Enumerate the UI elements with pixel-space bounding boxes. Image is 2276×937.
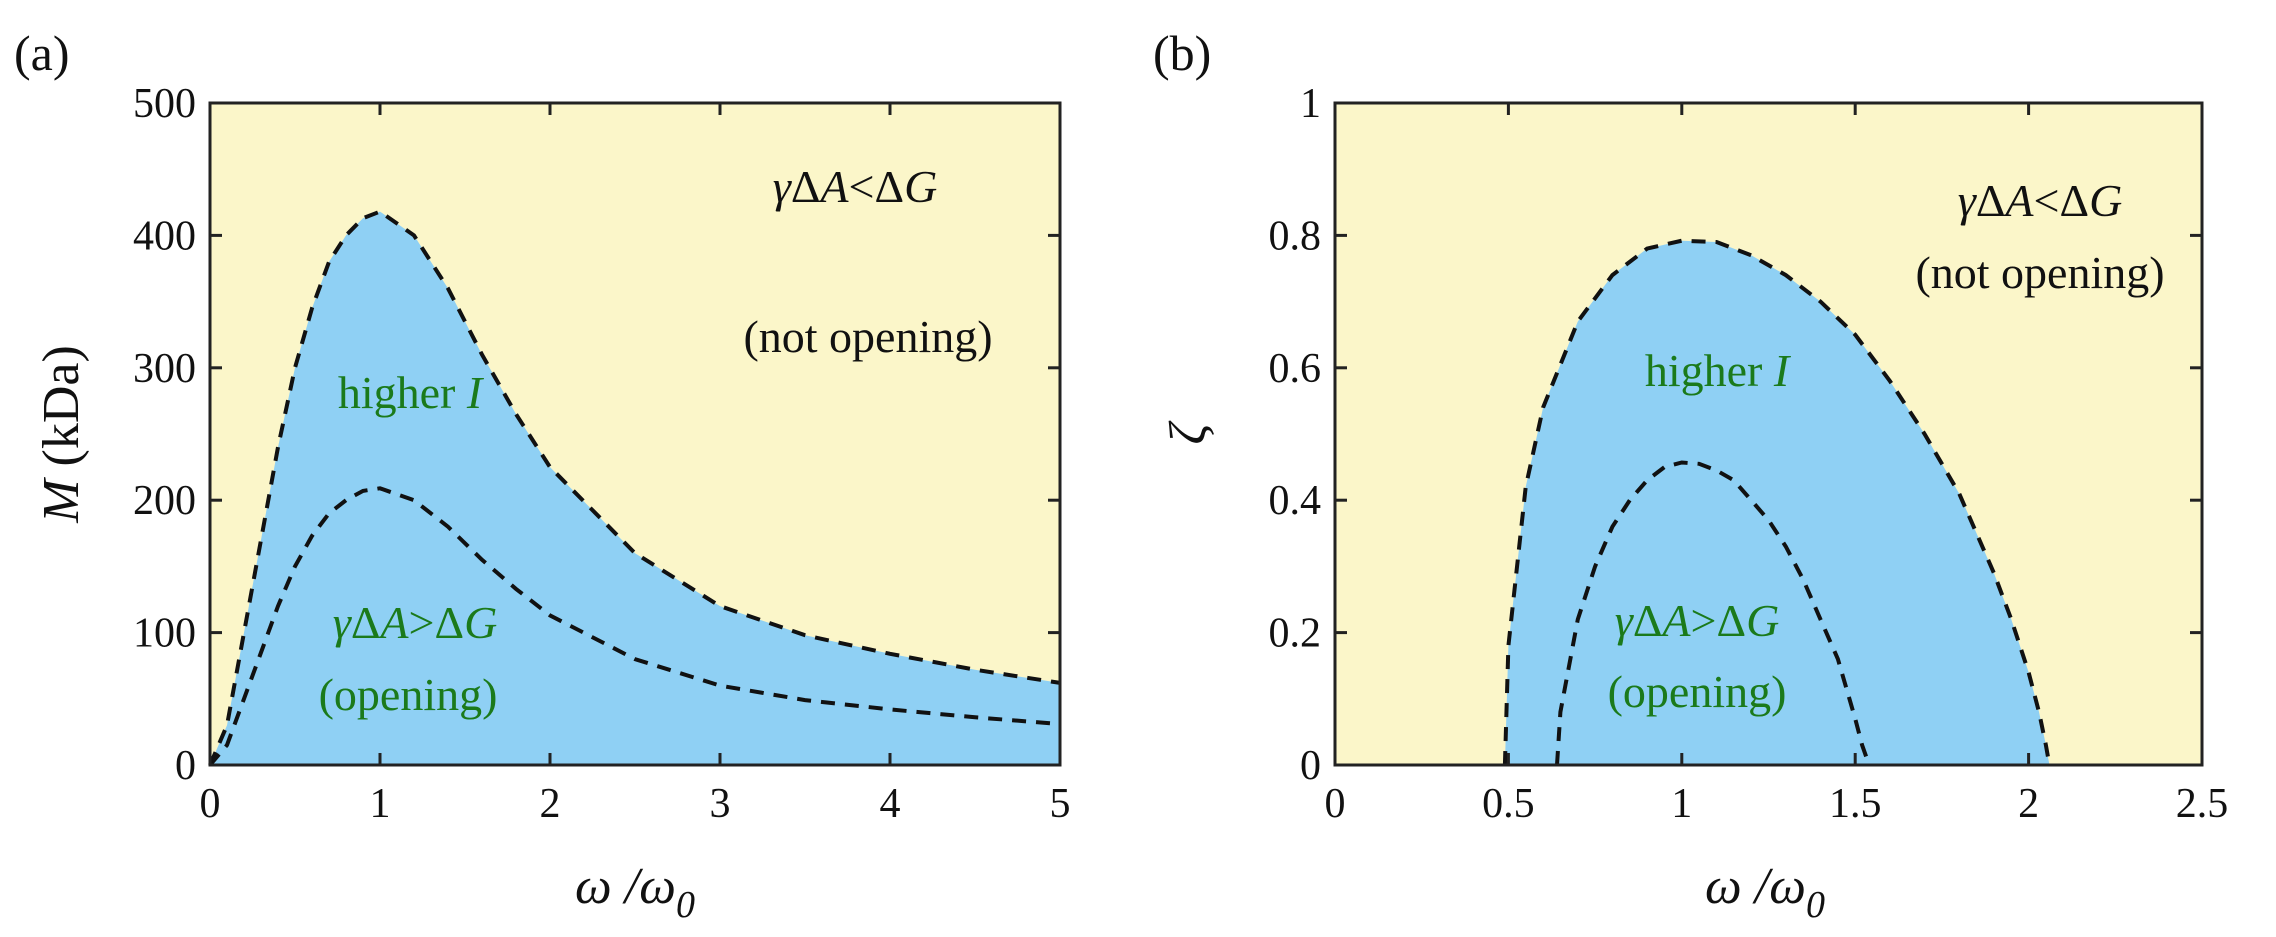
panel-b-xtick-label: 2 xyxy=(2018,781,2039,827)
panel-b-ytick-label: 0.8 xyxy=(1269,213,1322,259)
panel-a-ticks: 0 1 2 3 4 5 0 100 200 300 400 500 xyxy=(133,81,1071,827)
panel-b-outer-boundary-curve xyxy=(1502,238,2052,766)
panel-b-middle-label: higher I xyxy=(1645,345,1792,396)
panel-b-xtick-label: 1.5 xyxy=(1829,781,1882,827)
panel-b-ytick-label: 1 xyxy=(1300,81,1321,127)
panel-b-ytick-label: 0 xyxy=(1300,743,1321,789)
panel-b-xtick-label: 2.5 xyxy=(2176,781,2229,827)
panel-a-inner-relation: γΔA>ΔG xyxy=(333,597,498,648)
panel-b-ylabel: ζ xyxy=(1160,421,1217,445)
panel-a-axes-frame xyxy=(208,101,1062,767)
panel-a-xtick-label: 4 xyxy=(880,781,901,827)
panel-a-label: (a) xyxy=(14,25,70,81)
panel-a: 0 1 2 3 4 5 0 100 200 300 400 500 (a) M (kDa) ω /ω0… xyxy=(14,25,1071,926)
panel-b-ticks: 0 0.5 1 1.5 2 2.5 0 0.2 0.4 0.6 0.8 1 xyxy=(1269,81,2229,827)
panel-b-xtick-label: 1 xyxy=(1671,781,1692,827)
panel-b-outer-relation: γΔA<ΔG xyxy=(1958,175,2123,226)
panel-a-ytick-label: 300 xyxy=(133,346,196,392)
panel-b-xtick-label: 0 xyxy=(1325,781,1346,827)
panel-b-ytick-label: 0.2 xyxy=(1269,611,1322,657)
panel-b-inner-relation: γΔA>ΔG xyxy=(1615,595,1780,646)
panel-b: 0 0.5 1 1.5 2 2.5 0 0.2 0.4 0.6 0.8 1 (b) ζ ω /ω0 γ… xyxy=(1153,25,2228,926)
panel-b-inner-boundary-curve xyxy=(1555,460,1871,766)
panel-a-opening-region xyxy=(210,211,1060,766)
panel-b-inner-note: (opening) xyxy=(1608,666,1787,717)
panel-a-xtick-label: 3 xyxy=(710,781,731,827)
panel-a-xtick-label: 2 xyxy=(540,781,561,827)
panel-a-outer-boundary-curve xyxy=(208,209,1061,766)
panel-b-outer-note: (not opening) xyxy=(1915,247,2164,298)
panel-a-xtick-label: 5 xyxy=(1050,781,1071,827)
panel-a-ytick-label: 100 xyxy=(133,611,196,657)
panel-a-ylabel: M (kDa) xyxy=(33,345,90,524)
panel-a-ytick-label: 0 xyxy=(175,743,196,789)
panel-a-middle-label: higher I xyxy=(338,367,485,418)
panel-a-xtick-label: 0 xyxy=(200,781,221,827)
panel-b-axes-frame xyxy=(1333,101,2204,767)
panel-b-ytick-label: 0.6 xyxy=(1269,346,1322,392)
panel-b-opening-region xyxy=(1504,240,2050,765)
panel-b-xlabel: ω /ω0 xyxy=(1705,858,1825,926)
panel-a-ytick-label: 500 xyxy=(133,81,196,127)
panel-a-xlabel: ω /ω0 xyxy=(575,858,695,926)
panel-a-xtick-label: 1 xyxy=(370,781,391,827)
panel-a-outer-note: (not opening) xyxy=(743,311,992,362)
panel-a-ytick-label: 200 xyxy=(133,478,196,524)
panel-b-ytick-label: 0.4 xyxy=(1269,478,1322,524)
panel-a-inner-note: (opening) xyxy=(319,669,498,720)
panel-a-outer-relation: γΔA<ΔG xyxy=(773,161,938,212)
panel-a-ytick-label: 400 xyxy=(133,213,196,259)
panel-b-xtick-label: 0.5 xyxy=(1482,781,1535,827)
panel-b-label: (b) xyxy=(1153,25,1211,81)
panel-a-inner-boundary-curve xyxy=(208,486,1061,767)
